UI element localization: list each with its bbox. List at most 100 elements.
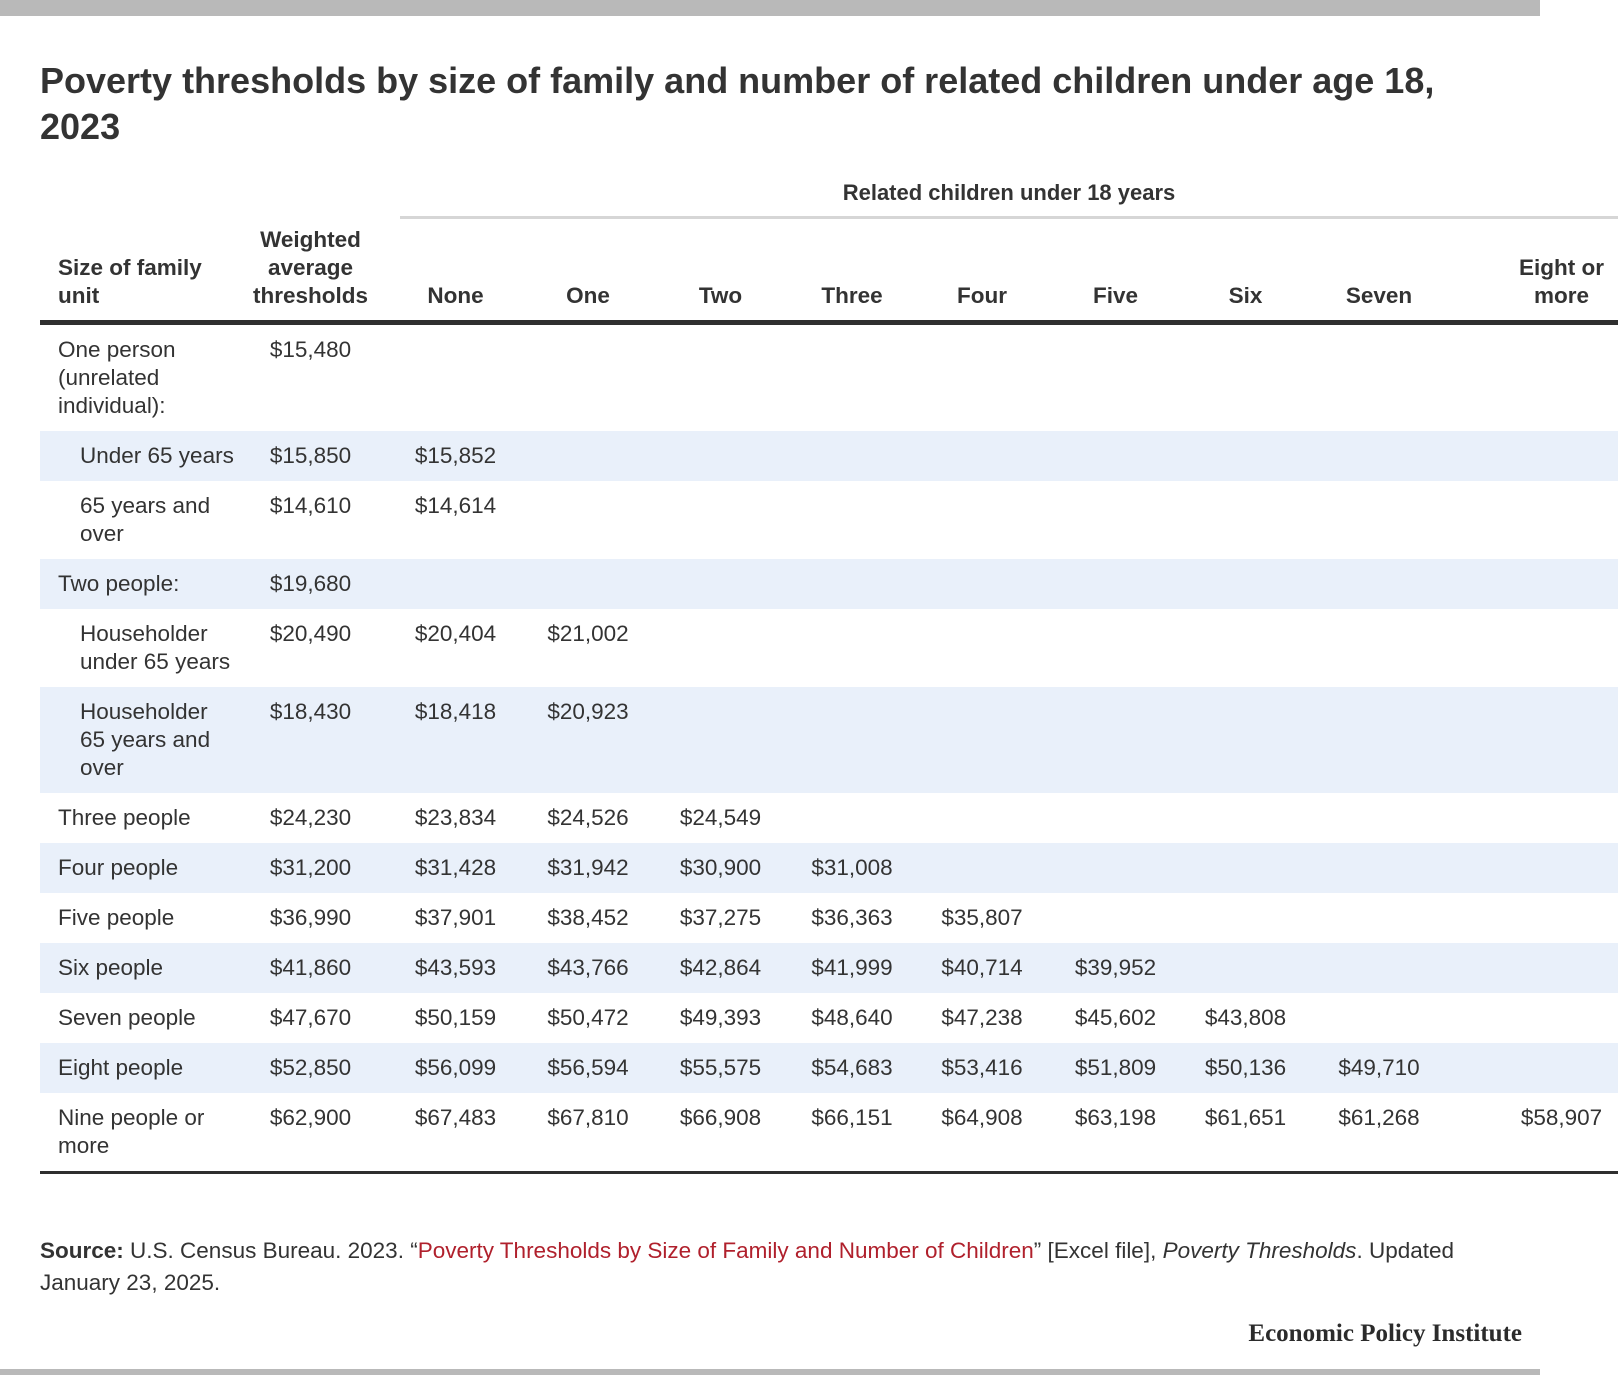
- table-cell: $49,710: [1313, 1043, 1445, 1093]
- table-cell: [1445, 481, 1618, 559]
- table-cell: [793, 431, 911, 481]
- row-label: Five people: [58, 905, 175, 930]
- table-cell: [793, 609, 911, 687]
- table-cell: [528, 481, 648, 559]
- table-cell: [1313, 431, 1445, 481]
- table-cell: $36,363: [811, 905, 893, 930]
- table-cell: [911, 687, 1053, 793]
- table-cell: [1445, 687, 1618, 793]
- table-row: Six people $41,860 $43,593 $43,766 $42,864 $4…: [40, 943, 1618, 993]
- table-row: Under 65 years $15,850 $15,852: [40, 431, 1618, 481]
- table-cell: [1445, 431, 1618, 481]
- table-cell: $52,850: [238, 1043, 383, 1093]
- table-cell: [911, 793, 1053, 843]
- table-cell: $47,670: [269, 1005, 352, 1030]
- source-note: Source: U.S. Census Bureau. 2023. “Pover…: [40, 1235, 1540, 1299]
- table-header-row: Size of family unit Weighted average thr…: [40, 222, 1618, 325]
- table-cell: [528, 559, 648, 609]
- column-group-header: Related children under 18 years: [842, 180, 1176, 205]
- table-cell: $56,099: [383, 1043, 528, 1093]
- table-cell: [911, 843, 1053, 893]
- table-cell: $40,714: [911, 943, 1053, 993]
- table-cell: [1313, 843, 1445, 893]
- table-cell: [1313, 559, 1445, 609]
- table-cell: $42,864: [648, 943, 793, 993]
- table-cell: [1178, 609, 1313, 687]
- table-cell: $61,651: [1178, 1093, 1313, 1174]
- table-cell: [1053, 323, 1178, 432]
- brand-logo-text: Economic Policy Institute: [1248, 1320, 1522, 1347]
- poverty-threshold-table: Size of family unit Weighted average thr…: [40, 222, 1618, 1174]
- table-cell: [1178, 687, 1313, 793]
- table-cell: [793, 323, 911, 432]
- table-cell: [911, 559, 1053, 609]
- table-cell: $43,808: [1204, 1005, 1287, 1030]
- table-cell: $20,490: [269, 621, 352, 646]
- source-text: U.S. Census Bureau. 2023. “: [123, 1238, 418, 1263]
- table-cell: $43,593: [383, 943, 528, 993]
- table-cell: $31,942: [528, 843, 648, 893]
- table-cell: $41,999: [793, 943, 911, 993]
- table-cell: [383, 323, 528, 432]
- table-cell: $66,151: [793, 1093, 911, 1174]
- table-cell: [528, 431, 648, 481]
- source-link[interactable]: Poverty Thresholds by Size of Family and…: [417, 1238, 1034, 1263]
- column-header: Size of family unit: [40, 222, 238, 325]
- table-cell: $43,766: [528, 943, 648, 993]
- table-cell: [648, 431, 793, 481]
- table-row: Nine people or more $62,900 $67,483 $67,810…: [40, 1093, 1618, 1174]
- row-label: Two people:: [40, 559, 238, 609]
- source-italic: Poverty Thresholds: [1162, 1238, 1357, 1263]
- table-cell: [1445, 793, 1618, 843]
- table-cell: $41,860: [238, 943, 383, 993]
- table-cell: [1445, 893, 1618, 943]
- table-cell: $30,900: [648, 843, 793, 893]
- table-cell: [1178, 893, 1313, 943]
- column-group-rule: [400, 216, 1618, 219]
- row-label: Eight people: [40, 1043, 238, 1093]
- table-cell: [648, 481, 793, 559]
- table-cell: $50,136: [1178, 1043, 1313, 1093]
- table-cell: $31,200: [238, 843, 383, 893]
- table-cell: [1178, 559, 1313, 609]
- table-row: Four people $31,200 $31,428 $31,942 $30,900 $…: [40, 843, 1618, 893]
- table-cell: [1445, 559, 1618, 609]
- source-text: ” [Excel file],: [1033, 1238, 1163, 1263]
- column-header: Weighted average thresholds: [238, 222, 383, 325]
- table-cell: [528, 323, 648, 432]
- table-row: Seven people $47,670 $50,159 $50,472 $49,393…: [40, 993, 1618, 1043]
- table-cell: [1053, 481, 1178, 559]
- table-cell: [1445, 843, 1618, 893]
- table-cell: [648, 323, 793, 432]
- table-cell: $23,834: [414, 805, 497, 830]
- table-cell: $56,594: [528, 1043, 648, 1093]
- table-row: Two people: $19,680: [40, 559, 1618, 609]
- table-cell: [1178, 943, 1313, 993]
- table-cell: [793, 793, 911, 843]
- table-row: Householder 65 years and over $18,430 $18,…: [40, 687, 1618, 793]
- table-cell: [1053, 687, 1178, 793]
- table-cell: $20,923: [528, 687, 648, 793]
- table-cell: [1053, 609, 1178, 687]
- table-cell: [648, 609, 793, 687]
- table-cell: [1178, 843, 1313, 893]
- column-header: Six: [1178, 222, 1313, 325]
- table-cell: $50,472: [547, 1005, 629, 1030]
- table-cell: $62,900: [238, 1093, 383, 1174]
- table-cell: $24,526: [547, 805, 629, 830]
- page-title: Poverty thresholds by size of family and…: [40, 60, 1435, 147]
- table-cell: [911, 323, 1053, 432]
- row-label: 65 years and over: [80, 493, 211, 546]
- column-header: Four: [911, 222, 1053, 325]
- table-cell: $66,908: [648, 1093, 793, 1174]
- table-cell: $37,901: [414, 905, 497, 930]
- source-text: . Updated January 23, 2025.: [40, 1238, 1455, 1295]
- table-row: Eight people $52,850 $56,099 $56,594 $55,575…: [40, 1043, 1618, 1093]
- column-header: One: [528, 222, 648, 325]
- table-cell: [911, 431, 1053, 481]
- table-cell: $63,198: [1053, 1093, 1178, 1174]
- table-cell: [911, 609, 1053, 687]
- row-label: Seven people: [58, 1005, 196, 1030]
- table-cell: [1313, 943, 1445, 993]
- table-cell: [911, 481, 1053, 559]
